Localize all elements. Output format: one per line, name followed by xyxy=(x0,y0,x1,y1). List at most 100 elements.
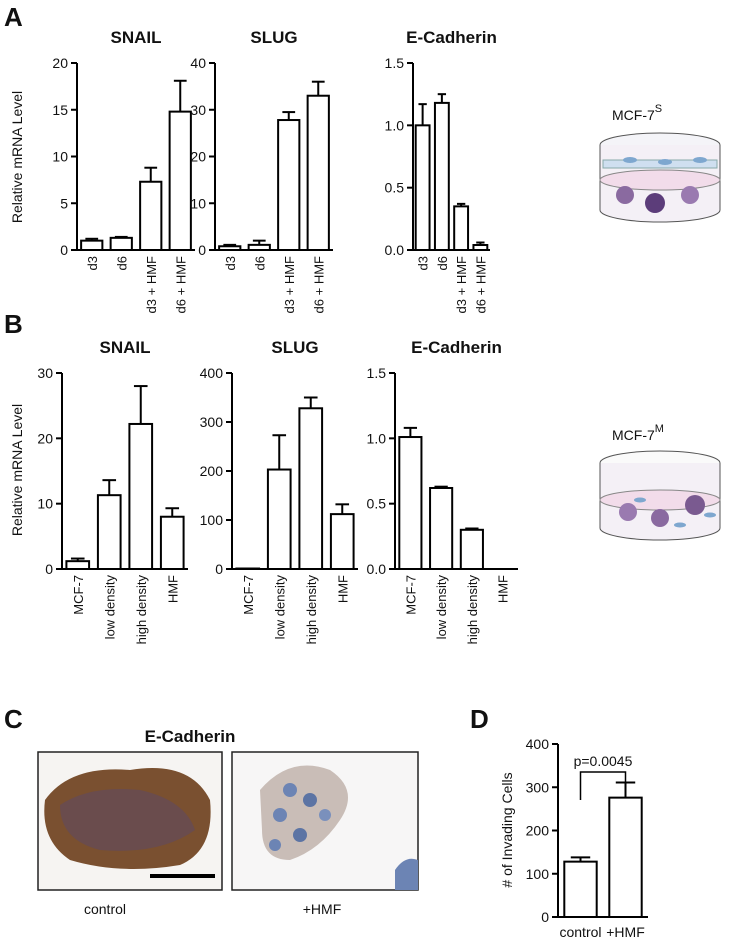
bar xyxy=(109,236,133,252)
y-tick-label: 20 xyxy=(190,149,206,165)
x-tick-label: d6 xyxy=(252,256,267,270)
y-tick-label: 30 xyxy=(37,365,53,381)
x-tick-label: d6 + HMF xyxy=(473,256,488,313)
panel-label: D xyxy=(470,704,489,734)
y-tick-label: 20 xyxy=(52,55,68,71)
micrograph xyxy=(37,751,223,891)
x-tick-label: HMF xyxy=(335,575,350,603)
y-tick-label: 0.5 xyxy=(367,496,387,512)
bar xyxy=(306,94,330,251)
x-tick-label: HMF xyxy=(165,575,180,603)
x-tick-label: low density xyxy=(272,575,287,640)
bar xyxy=(128,422,154,570)
bar xyxy=(453,205,470,252)
y-tick-label: 300 xyxy=(526,779,550,795)
panel-label: C xyxy=(4,704,23,734)
image-title: E-Cadherin xyxy=(145,727,236,746)
bar xyxy=(414,124,431,251)
y-tick-label: 1.5 xyxy=(385,55,405,71)
significance-bracket xyxy=(579,771,627,800)
x-tick-label: d6 + HMF xyxy=(311,256,326,313)
bar xyxy=(96,494,122,571)
y-tick-label: 1.0 xyxy=(367,430,387,446)
y-tick-label: 40 xyxy=(190,55,206,71)
y-tick-label: 300 xyxy=(200,414,224,430)
y-tick-label: 1.0 xyxy=(385,117,405,133)
bar xyxy=(168,110,192,252)
bar xyxy=(247,243,271,251)
x-tick-label: d3 + HMF xyxy=(282,256,297,313)
x-tick-label: MCF-7 xyxy=(71,575,86,615)
chart-title: SLUG xyxy=(250,28,297,47)
annotation: p=0.0045 xyxy=(574,753,633,769)
bar xyxy=(298,407,324,570)
x-tick-label: high density xyxy=(304,575,319,645)
y-tick-label: 0.0 xyxy=(385,242,405,258)
image-label: +HMF xyxy=(303,901,342,917)
bar xyxy=(398,436,423,570)
chart-title: SNAIL xyxy=(111,28,162,47)
y-tick-label: 0 xyxy=(541,909,549,925)
chart-title: SNAIL xyxy=(100,338,151,357)
x-tick-label: d3 + HMF xyxy=(144,256,159,313)
bar xyxy=(563,860,598,919)
inset-label: MCF-7S xyxy=(612,103,662,123)
y-tick-label: 200 xyxy=(526,823,550,839)
y-tick-label: 0.0 xyxy=(367,561,387,577)
bar xyxy=(459,528,484,570)
y-tick-label: 200 xyxy=(200,463,224,479)
y-tick-label: 100 xyxy=(526,866,550,882)
y-tick-label: 400 xyxy=(526,736,550,752)
bar xyxy=(433,101,450,252)
y-tick-label: 30 xyxy=(190,102,206,118)
chart-title: SLUG xyxy=(271,338,318,357)
dish-illustration xyxy=(599,132,721,223)
bar xyxy=(608,796,643,919)
dish-illustration xyxy=(599,450,721,541)
bar xyxy=(429,486,454,570)
y-tick-label: 100 xyxy=(200,512,224,528)
x-tick-label: low density xyxy=(102,575,117,640)
y-tick-label: 0 xyxy=(215,561,223,577)
x-tick-label: MCF-7 xyxy=(403,575,418,615)
y-tick-label: 10 xyxy=(190,195,206,211)
y-axis-label: Relative mRNA Level xyxy=(9,91,25,223)
inset-label: MCF-7M xyxy=(612,423,664,443)
bar xyxy=(472,244,489,252)
y-tick-label: 1.5 xyxy=(367,365,387,381)
bar xyxy=(65,560,91,570)
bar xyxy=(266,468,292,570)
x-tick-label: control xyxy=(559,924,601,940)
bar xyxy=(329,513,355,570)
y-tick-label: 0 xyxy=(60,242,68,258)
chart-title: E-Cadherin xyxy=(406,28,497,47)
y-axis-label: Relative mRNA Level xyxy=(9,404,25,536)
panel-label: A xyxy=(4,2,23,32)
panel-label: B xyxy=(4,309,23,339)
bar xyxy=(80,239,104,251)
chart-title: E-Cadherin xyxy=(411,338,502,357)
x-tick-label: d3 xyxy=(85,256,100,270)
bar xyxy=(277,119,301,251)
x-tick-label: HMF xyxy=(496,575,511,603)
y-tick-label: 15 xyxy=(52,102,68,118)
bar xyxy=(159,515,185,571)
x-tick-label: d6 xyxy=(114,256,129,270)
x-tick-label: d6 + HMF xyxy=(173,256,188,313)
y-tick-label: 20 xyxy=(37,430,53,446)
y-tick-label: 5 xyxy=(60,195,68,211)
y-tick-label: 0 xyxy=(45,561,53,577)
y-tick-label: 0 xyxy=(198,242,206,258)
x-tick-label: +HMF xyxy=(606,924,645,940)
y-tick-label: 10 xyxy=(37,496,53,512)
x-tick-label: d3 + HMF xyxy=(454,256,469,313)
bar xyxy=(139,180,163,251)
x-tick-label: d3 xyxy=(223,256,238,270)
y-tick-label: 400 xyxy=(200,365,224,381)
bar xyxy=(218,245,242,251)
x-tick-label: d3 xyxy=(416,256,431,270)
x-tick-label: low density xyxy=(434,575,449,640)
image-label: control xyxy=(84,901,126,917)
y-tick-label: 0.5 xyxy=(385,180,405,196)
